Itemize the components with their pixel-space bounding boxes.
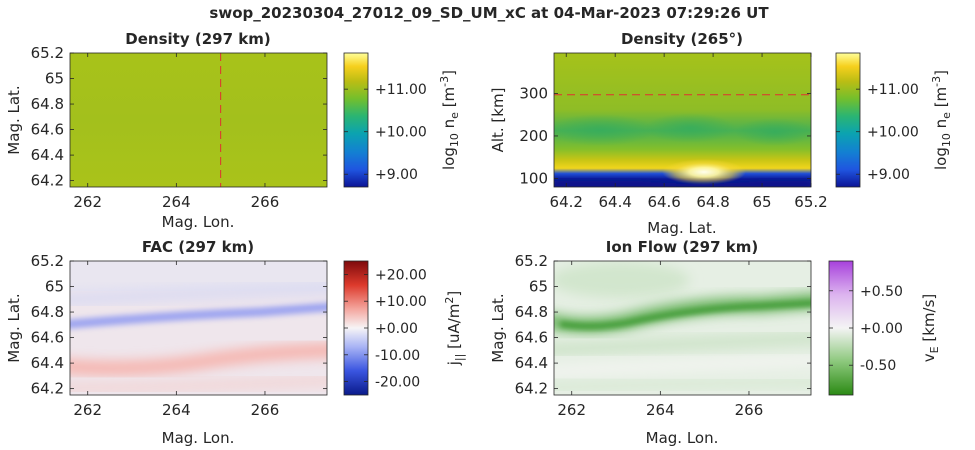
x-tick-label: 65 xyxy=(753,193,772,211)
x-tick-label: 262 xyxy=(557,401,586,419)
colorbar-tick-label: +10.00 xyxy=(375,294,427,310)
x-tick-label: 266 xyxy=(735,401,764,419)
x-axis-label: Mag. Lon. xyxy=(646,429,719,447)
heatmap-field xyxy=(554,261,811,395)
y-axis-label: Mag. Lat. xyxy=(5,293,23,362)
colorbar-ticks: +20.00 +10.00 +0.00 -10.00 -20.00 xyxy=(344,267,427,391)
x-tick-label: 64.8 xyxy=(696,193,729,211)
x-ticks: 262 264 266 xyxy=(557,261,763,419)
x-tick-label: 64.6 xyxy=(647,193,680,211)
colorbar-tick-label: +11.00 xyxy=(867,82,919,98)
y-tick-label: 65 xyxy=(529,278,548,296)
heatmap-field xyxy=(554,53,811,187)
colorbar: +20.00 +10.00 +0.00 -10.00 -20.00 j|| [uA/m2… xyxy=(343,260,466,396)
axes-frame xyxy=(553,260,812,396)
panel-title: Density (297 km) xyxy=(125,30,270,48)
x-ticks: 262 264 266 xyxy=(73,53,279,211)
y-tick-label: 65 xyxy=(45,70,64,88)
colorbar-label: log10 ne [m-3] xyxy=(438,70,461,170)
colorbar-tick-label: +9.00 xyxy=(375,167,418,183)
colorbar-tick-label: +0.00 xyxy=(860,321,903,337)
panel-ion-flow-297km: Ion Flow (297 km) 262 264 266 65.2 65 64.8 64… xyxy=(489,238,941,447)
colorbar-label: j|| [uA/m2] xyxy=(443,291,466,367)
x-tick-label: 264 xyxy=(646,401,675,419)
x-axis-label: Mag. Lon. xyxy=(162,429,235,447)
x-ticks: 64.2 64.4 64.6 64.8 65 65.2 xyxy=(550,53,828,211)
y-tick-label: 64.4 xyxy=(515,354,548,372)
axes-frame xyxy=(69,260,328,396)
x-tick-label: 266 xyxy=(251,193,280,211)
y-axis-label: Mag. Lat. xyxy=(489,293,507,362)
heatmap-field xyxy=(70,53,327,187)
y-tick-label: 65 xyxy=(45,278,64,296)
panel-density-297km: Density (297 km) 262 264 266 65.2 65 64.8 64.… xyxy=(5,30,461,231)
y-tick-label: 64.2 xyxy=(31,380,64,398)
y-tick-label: 64.2 xyxy=(31,172,64,190)
colorbar: +11.00 +10.00 +9.00 log10 ne [m-3] xyxy=(835,52,953,188)
colorbar-tick-label: +0.50 xyxy=(860,284,903,300)
y-ticks: 300 200 100 xyxy=(519,84,811,187)
colorbar-tick-label: -0.50 xyxy=(860,358,896,374)
y-tick-label: 64.6 xyxy=(31,329,64,347)
panel-fac-297km: FAC (297 km) 262 264 266 65.2 65 64.8 64.6 64.… xyxy=(5,238,466,447)
y-ticks: 65.2 65 64.8 64.6 64.4 64.2 xyxy=(515,252,811,398)
x-tick-label: 65.2 xyxy=(794,193,827,211)
colorbar-tick-label: +20.00 xyxy=(375,267,427,283)
figure-suptitle: swop_20230304_27012_09_SD_UM_xC at 04-Ma… xyxy=(209,4,769,22)
colorbar-ticks: +11.00 +10.00 +9.00 xyxy=(836,82,919,183)
y-ticks: 65.2 65 64.8 64.6 64.4 64.2 xyxy=(31,252,327,398)
x-ticks: 262 264 266 xyxy=(73,261,279,419)
panel-title: FAC (297 km) xyxy=(142,238,254,256)
x-tick-label: 262 xyxy=(73,401,102,419)
colorbar: +11.00 +10.00 +9.00 log10 ne [m-3] xyxy=(343,52,461,188)
x-tick-label: 262 xyxy=(73,193,102,211)
colorbar-tick-label: +10.00 xyxy=(867,125,919,141)
x-tick-label: 264 xyxy=(162,401,191,419)
colorbar-tick-label: -10.00 xyxy=(375,348,420,364)
y-tick-label: 65.2 xyxy=(31,44,64,62)
colorbar-tick-label: -20.00 xyxy=(375,375,420,391)
x-tick-label: 64.4 xyxy=(598,193,631,211)
colorbar-tick-label: +9.00 xyxy=(867,167,910,183)
colorbar-label: vE [km/s] xyxy=(920,294,941,362)
y-axis-label: Mag. Lat. xyxy=(5,85,23,154)
x-tick-label: 64.2 xyxy=(550,193,583,211)
colorbar-tick-label: +0.00 xyxy=(375,321,418,337)
colorbar-ticks: +0.50 +0.00 -0.50 xyxy=(829,284,903,374)
y-tick-label: 64.4 xyxy=(31,354,64,372)
x-tick-label: 264 xyxy=(162,193,191,211)
panel-density-265deg: Density (265°) 64.2 64.4 64.6 64.8 65 65.2 30… xyxy=(489,30,953,237)
colorbar-label: log10 ne [m-3] xyxy=(930,70,953,170)
colorbar: +0.50 +0.00 -0.50 vE [km/s] xyxy=(828,260,941,396)
y-tick-label: 100 xyxy=(519,169,548,187)
colorbar-ticks: +11.00 +10.00 +9.00 xyxy=(344,82,427,183)
y-tick-label: 64.8 xyxy=(31,303,64,321)
colorbar-tick-label: +11.00 xyxy=(375,82,427,98)
y-axis-label: Alt. [km] xyxy=(489,88,507,153)
y-ticks: 65.2 65 64.8 64.6 64.4 64.2 xyxy=(31,44,327,190)
y-tick-label: 64.4 xyxy=(31,146,64,164)
y-tick-label: 64.6 xyxy=(515,329,548,347)
y-tick-label: 200 xyxy=(519,127,548,145)
panel-title: Density (265°) xyxy=(621,30,743,48)
axes-frame xyxy=(69,52,328,188)
panel-title: Ion Flow (297 km) xyxy=(606,238,758,256)
x-tick-label: 266 xyxy=(251,401,280,419)
y-tick-label: 64.8 xyxy=(31,95,64,113)
x-axis-label: Mag. Lat. xyxy=(647,219,716,237)
x-axis-label: Mag. Lon. xyxy=(162,213,235,231)
y-tick-label: 65.2 xyxy=(31,252,64,270)
y-tick-label: 65.2 xyxy=(515,252,548,270)
colorbar-tick-label: +10.00 xyxy=(375,125,427,141)
axes-frame xyxy=(553,52,812,188)
y-tick-label: 64.2 xyxy=(515,380,548,398)
heatmap-field xyxy=(70,261,327,395)
y-tick-label: 300 xyxy=(519,84,548,102)
y-tick-label: 64.8 xyxy=(515,303,548,321)
y-tick-label: 64.6 xyxy=(31,121,64,139)
